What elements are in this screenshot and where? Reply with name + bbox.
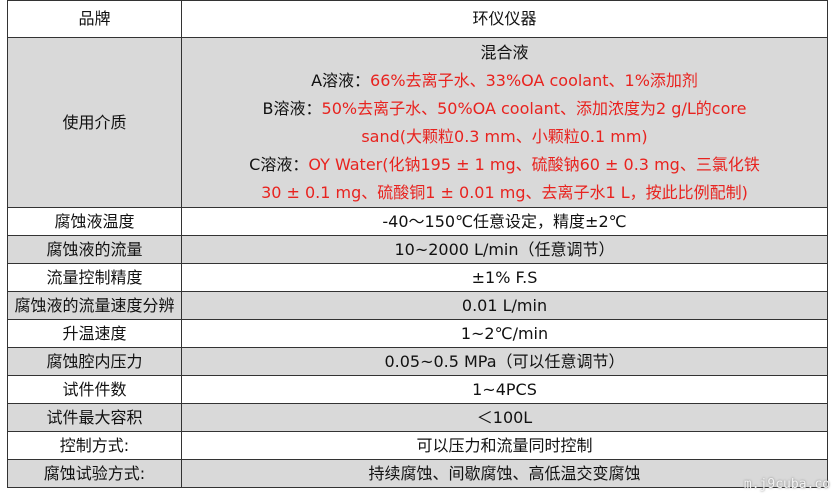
row-value: 1~4PCS bbox=[181, 375, 828, 404]
media-key: 使用介质 bbox=[7, 37, 182, 208]
header-key: 品牌 bbox=[7, 0, 182, 38]
table-row: 升温速度 1~2℃/min bbox=[7, 319, 828, 348]
row-key: 腐蚀腔内压力 bbox=[7, 347, 182, 376]
spec-table: 品牌 环仪仪器 使用介质 混合液 A溶液：66%去离子水、33%OA coola… bbox=[7, 0, 828, 488]
row-key: 腐蚀液的流量 bbox=[7, 235, 182, 264]
a-text: 66%去离子水、33%OA coolant、1%添加剂 bbox=[370, 70, 698, 90]
c-text: OY Water(化钠195 ± 1 mg、硫酸钠60 ± 0.3 mg、三氯化… bbox=[308, 154, 760, 174]
row-value: ±1% F.S bbox=[181, 263, 828, 292]
header-row: 品牌 环仪仪器 bbox=[7, 0, 828, 38]
row-value: 10~2000 L/min（任意调节） bbox=[181, 235, 828, 264]
row-key: 腐蚀试验方式: bbox=[7, 459, 182, 488]
table-row: 试件最大容积 ＜100L bbox=[7, 403, 828, 432]
row-value: 持续腐蚀、间歇腐蚀、高低温交变腐蚀 bbox=[181, 459, 828, 488]
b-text: 50%去离子水、50%OA coolant、添加浓度为2 g/L的core bbox=[321, 98, 747, 118]
table-row: 控制方式: 可以压力和流量同时控制 bbox=[7, 431, 828, 460]
media-title: 混合液 bbox=[480, 42, 529, 62]
row-value: 0.05~0.5 MPa（可以任意调节） bbox=[181, 347, 828, 376]
table-row: 腐蚀试验方式: 持续腐蚀、间歇腐蚀、高低温交变腐蚀 bbox=[7, 459, 828, 488]
row-value: ＜100L bbox=[181, 403, 828, 432]
table-row: 腐蚀腔内压力 0.05~0.5 MPa（可以任意调节） bbox=[7, 347, 828, 376]
watermark: m.j9cuba.co bbox=[743, 477, 830, 492]
row-key: 流量控制精度 bbox=[7, 263, 182, 292]
a-label: A溶液： bbox=[311, 70, 371, 90]
row-key: 腐蚀液温度 bbox=[7, 207, 182, 236]
row-value: -40～150℃任意设定，精度±2℃ bbox=[181, 207, 828, 236]
media-value: 混合液 A溶液：66%去离子水、33%OA coolant、1%添加剂 B溶液：… bbox=[181, 37, 828, 208]
row-value: 可以压力和流量同时控制 bbox=[181, 431, 828, 460]
media-row: 使用介质 混合液 A溶液：66%去离子水、33%OA coolant、1%添加剂… bbox=[7, 37, 828, 208]
row-value: 0.01 L/min bbox=[181, 291, 828, 320]
row-key: 腐蚀液的流量速度分辨 bbox=[7, 291, 182, 320]
b-label: B溶液： bbox=[262, 98, 322, 118]
row-value: 1~2℃/min bbox=[181, 319, 828, 348]
row-key: 试件最大容积 bbox=[7, 403, 182, 432]
row-key: 试件件数 bbox=[7, 375, 182, 404]
table-row: 腐蚀液的流量 10~2000 L/min（任意调节） bbox=[7, 235, 828, 264]
table-row: 腐蚀液的流量速度分辨 0.01 L/min bbox=[7, 291, 828, 320]
c-label: C溶液： bbox=[249, 154, 309, 174]
table-row: 流量控制精度 ±1% F.S bbox=[7, 263, 828, 292]
header-value: 环仪仪器 bbox=[181, 0, 828, 38]
b-text-2: sand(大颗粒0.3 mm、小颗粒0.1 mm) bbox=[361, 126, 648, 146]
row-key: 控制方式: bbox=[7, 431, 182, 460]
row-key: 升温速度 bbox=[7, 319, 182, 348]
c-text-2: 30 ± 0.1 mg、硫酸铜1 ± 0.01 mg、去离子水1 L，按此比例配… bbox=[261, 182, 748, 202]
table-row: 腐蚀液温度 -40～150℃任意设定，精度±2℃ bbox=[7, 207, 828, 236]
table-row: 试件件数 1~4PCS bbox=[7, 375, 828, 404]
